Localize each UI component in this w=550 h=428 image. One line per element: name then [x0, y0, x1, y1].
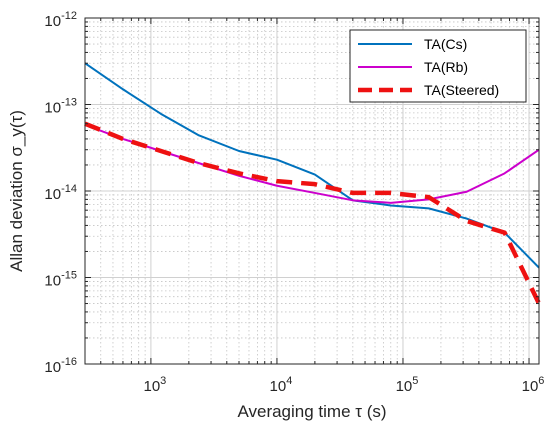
x-tick-label: 103 — [143, 375, 166, 395]
y-tick-label: 10-15 — [44, 270, 77, 290]
legend-label: TA(Rb) — [424, 59, 468, 75]
y-tick-label: 10-16 — [44, 356, 77, 376]
series-line-ta-steered — [84, 121, 542, 305]
x-axis-label: Averaging time τ (s) — [237, 402, 386, 421]
grid — [84, 17, 539, 365]
y-tick-label: 10-12 — [44, 10, 77, 30]
legend: TA(Cs) TA(Rb) TA(Steered) — [349, 29, 527, 103]
tick-labels: 103 104 105 106 10-16 10-15 10-14 10-13 10-12 — [44, 10, 544, 395]
legend-label: TA(Cs) — [424, 36, 467, 52]
series-line-ta-cs — [84, 62, 540, 269]
x-tick-label: 105 — [396, 375, 419, 395]
axis-ticks — [84, 17, 539, 365]
x-tick-label: 106 — [522, 375, 545, 395]
y-tick-label: 10-13 — [44, 97, 77, 117]
x-tick-label: 104 — [270, 375, 293, 395]
legend-label: TA(Steered) — [424, 82, 499, 98]
y-axis-label: Allan deviation σ_y(τ) — [7, 110, 26, 272]
series-lines — [84, 62, 542, 305]
y-tick-label: 10-14 — [44, 183, 77, 203]
